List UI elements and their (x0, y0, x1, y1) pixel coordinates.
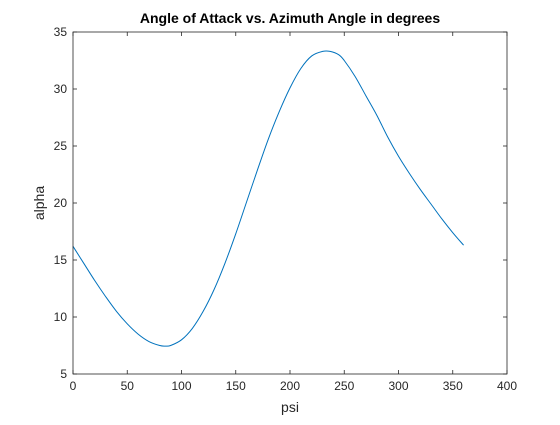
x-tick-label: 350 (443, 379, 463, 393)
y-tick-label: 5 (60, 367, 67, 381)
plot-area (73, 32, 507, 374)
y-axis-label: alpha (31, 186, 47, 220)
series-line (72, 50, 464, 347)
x-tick-label: 150 (226, 379, 246, 393)
y-tick-label: 35 (54, 25, 68, 39)
chart-title: Angle of Attack vs. Azimuth Angle in deg… (140, 10, 440, 26)
x-tick-label: 50 (121, 379, 135, 393)
x-tick-label: 400 (497, 379, 517, 393)
series-layer (72, 50, 464, 347)
x-tick-label: 100 (171, 379, 191, 393)
x-axis-label: psi (281, 399, 299, 415)
y-tick-label: 20 (54, 196, 68, 210)
y-tick-label: 30 (54, 82, 68, 96)
y-tick-label: 15 (54, 253, 68, 267)
x-tick-label: 200 (280, 379, 300, 393)
x-axis-ticks: 0 50 100 150 200 250 300 350 400 (70, 32, 517, 393)
y-tick-label: 25 (54, 139, 68, 153)
y-axis-ticks: 5 10 15 20 25 30 35 (54, 25, 507, 381)
x-tick-label: 0 (70, 379, 77, 393)
x-tick-label: 300 (388, 379, 408, 393)
y-tick-label: 10 (54, 310, 68, 324)
x-tick-label: 250 (334, 379, 354, 393)
